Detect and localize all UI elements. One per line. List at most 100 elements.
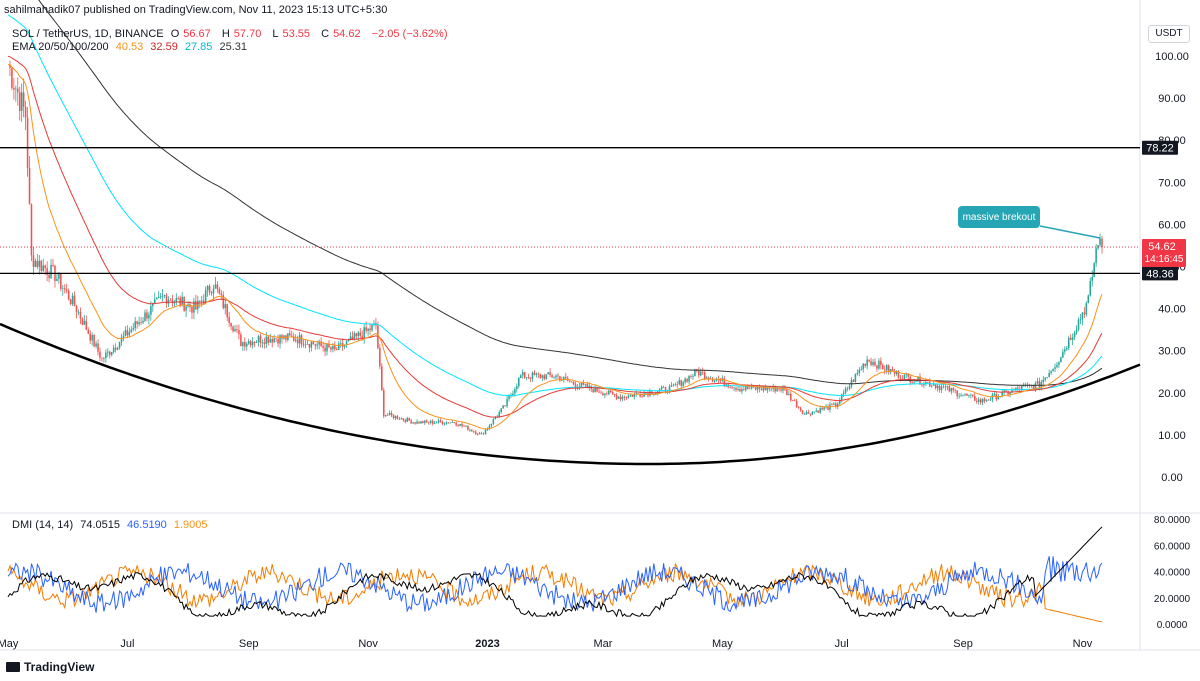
time-tick-label: 2023 xyxy=(475,638,499,650)
candle-body xyxy=(426,420,428,422)
candle-body xyxy=(748,388,751,390)
tradingview-logo[interactable]: TradingView xyxy=(6,660,94,674)
candle-body xyxy=(1071,337,1074,340)
candle-body xyxy=(445,422,448,424)
candle-body xyxy=(365,327,367,331)
candle-body xyxy=(257,336,260,342)
tradingview-logo-icon xyxy=(6,662,20,672)
candle-body xyxy=(306,343,309,345)
candle-body xyxy=(656,391,659,393)
candle-body xyxy=(471,429,473,432)
candle-body xyxy=(1093,263,1095,278)
symbol-label[interactable]: SOL / TetherUS, 1D, BINANCE xyxy=(12,28,164,40)
candle-body xyxy=(934,384,937,389)
candle-body xyxy=(547,372,549,375)
candle-body xyxy=(242,342,244,347)
candle-body xyxy=(202,300,205,303)
dmi-label[interactable]: DMI (14, 14) xyxy=(12,519,74,531)
candle-body xyxy=(136,321,138,325)
candle-body xyxy=(381,366,383,391)
candle-body xyxy=(780,389,782,391)
time-tick-label: Sep xyxy=(239,638,259,650)
candle-body xyxy=(958,395,960,397)
candle-body xyxy=(568,380,571,382)
candle-body xyxy=(621,396,624,400)
candle-body xyxy=(441,421,444,425)
candle-body xyxy=(95,343,97,347)
candle-body xyxy=(63,288,66,290)
candle-body xyxy=(185,306,187,311)
candle-body xyxy=(756,386,759,390)
candle-body xyxy=(408,418,410,421)
candle-body xyxy=(960,395,962,396)
candle-body xyxy=(723,378,726,386)
last-price-label-bg xyxy=(1142,239,1186,268)
candle-body xyxy=(950,388,953,392)
candle-body xyxy=(799,407,802,411)
candle-body xyxy=(310,342,313,348)
candle-body xyxy=(611,392,614,395)
candle-body xyxy=(367,328,369,331)
candle-body xyxy=(110,352,113,355)
candle-body xyxy=(786,389,788,396)
candle-body xyxy=(564,376,567,379)
candle-body xyxy=(531,372,534,379)
candle-body xyxy=(406,418,409,422)
candle-body xyxy=(339,343,342,344)
candle-body xyxy=(535,373,538,375)
candle-body xyxy=(431,420,434,424)
candle-body xyxy=(880,360,882,365)
candle-body xyxy=(792,400,794,401)
adx-value: 74.0515 xyxy=(80,519,120,531)
candle-body xyxy=(627,395,630,398)
candle-body xyxy=(838,400,841,404)
candle-body xyxy=(555,375,557,378)
candle-body xyxy=(745,386,747,390)
plus-di-value: 46.5190 xyxy=(127,519,167,531)
candle-body xyxy=(200,300,203,302)
candle-body xyxy=(1048,372,1050,378)
level-label: 48.36 xyxy=(1146,268,1174,280)
candle-body xyxy=(837,403,839,407)
candle-body xyxy=(132,328,135,330)
candle-body xyxy=(664,387,667,392)
candle-body xyxy=(351,336,354,340)
candle-body xyxy=(152,302,154,307)
candle-body xyxy=(897,371,900,379)
candle-body xyxy=(801,410,804,415)
candle-body xyxy=(73,295,76,307)
candle-body xyxy=(420,421,422,424)
candle-body xyxy=(58,273,60,279)
candle-body xyxy=(40,260,43,271)
candle-body xyxy=(809,413,812,415)
candle-body xyxy=(343,344,346,347)
candle-body xyxy=(251,341,254,346)
price-tick-label: 10.00 xyxy=(1158,430,1186,442)
candle-body xyxy=(831,404,833,405)
candle-body xyxy=(114,347,117,350)
candle-body xyxy=(1083,312,1086,315)
plus-di-line xyxy=(7,556,1103,613)
candle-body xyxy=(433,422,436,424)
candle-body xyxy=(386,415,389,416)
candle-body xyxy=(224,304,227,309)
candle-body xyxy=(15,88,17,90)
candle-body xyxy=(99,351,101,358)
candle-body xyxy=(541,375,544,378)
candle-body xyxy=(1085,302,1088,315)
candle-body xyxy=(424,420,426,424)
candle-body xyxy=(549,372,551,376)
candle-body xyxy=(823,407,825,410)
ohlc-low: L 53.55 xyxy=(272,28,311,40)
candle-body xyxy=(725,384,728,386)
candle-body xyxy=(388,413,391,416)
candle-body xyxy=(212,288,215,294)
candle-body xyxy=(1040,382,1043,388)
candle-body xyxy=(582,382,585,385)
currency-badge[interactable]: USDT xyxy=(1148,25,1190,43)
candle-body xyxy=(1036,381,1039,384)
candle-body xyxy=(36,260,39,267)
ema-label[interactable]: EMA 20/50/100/200 xyxy=(12,41,109,53)
candle-body xyxy=(67,290,70,300)
